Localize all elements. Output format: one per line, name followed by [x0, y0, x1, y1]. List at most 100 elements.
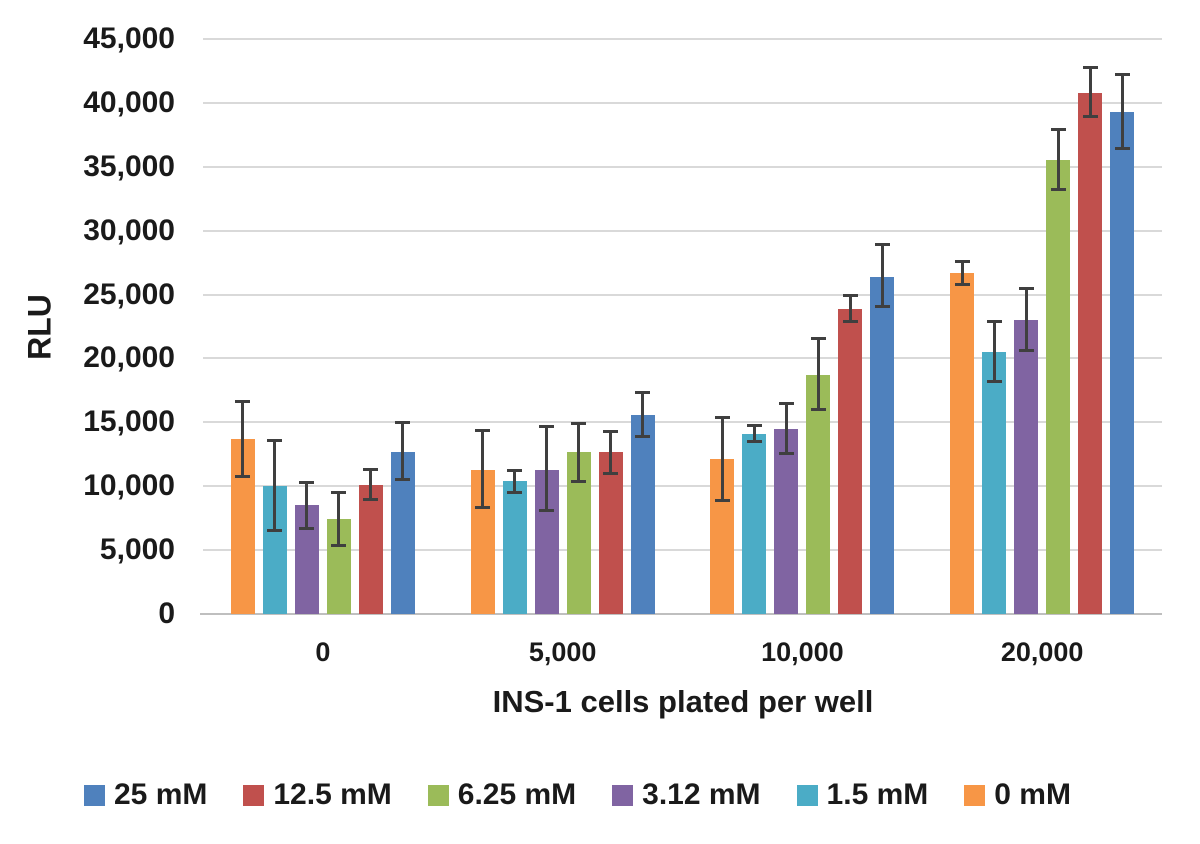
bar-25-mm-cat3: [1110, 111, 1135, 614]
error-bar-cap: [571, 479, 587, 483]
gridline: [203, 421, 1162, 424]
error-bar: [369, 469, 373, 499]
error-bar-cap: [746, 440, 762, 443]
legend-swatch: [964, 784, 986, 806]
error-bar: [848, 295, 852, 322]
error-bar-cap: [507, 469, 523, 473]
legend-label: 3.12 mM: [642, 778, 761, 811]
error-bar-cap: [842, 319, 858, 323]
legend-item-0-mm: 0 mM: [964, 778, 1071, 812]
error-bar-cap: [603, 471, 619, 475]
legend-swatch: [612, 784, 634, 806]
y-tick-label: 10,000: [83, 469, 175, 503]
error-bar-cap: [810, 408, 826, 412]
error-bar-cap: [299, 526, 315, 530]
bar-25-mm-cat1: [630, 414, 655, 614]
error-bar-cap: [1114, 73, 1130, 77]
gridline: [203, 549, 1162, 552]
bar-25-mm-cat2: [870, 276, 895, 614]
error-bar-cap: [235, 400, 251, 404]
bar-12-5-mm-cat0: [358, 484, 383, 614]
y-tick-label: 20,000: [83, 341, 175, 375]
error-bar-cap: [954, 259, 970, 263]
error-bar: [1056, 129, 1060, 190]
error-bar-cap: [299, 480, 315, 484]
error-bar-cap: [874, 304, 890, 308]
y-tick-label: 5,000: [99, 533, 175, 567]
error-bar-cap: [810, 336, 826, 340]
error-bar-cap: [235, 474, 251, 478]
error-bar: [1024, 288, 1028, 351]
bar-1-5-mm-cat1: [502, 481, 527, 614]
legend-item-3-12-mm: 3.12 mM: [612, 778, 761, 812]
bar-6-25-mm-cat2: [806, 375, 831, 614]
error-bar: [337, 492, 341, 545]
error-bar-cap: [778, 451, 794, 455]
y-tick-label: 0: [158, 597, 175, 630]
legend-swatch: [796, 784, 818, 806]
legend-item-25-mm: 25 mM: [84, 778, 207, 812]
error-bar-cap: [267, 438, 283, 442]
error-bar-cap: [1018, 349, 1034, 353]
error-bar-cap: [986, 319, 1002, 323]
error-bar: [481, 430, 485, 508]
error-bar-cap: [635, 391, 651, 395]
error-bar-cap: [395, 420, 411, 424]
error-bar-cap: [714, 498, 730, 502]
error-bar: [960, 261, 964, 285]
bar-6-25-mm-cat3: [1046, 160, 1071, 614]
y-tick-label: 15,000: [83, 405, 175, 439]
error-bar: [1120, 74, 1124, 149]
error-bar: [401, 422, 405, 480]
error-bar-cap: [1082, 65, 1098, 69]
bar-3-12-mm-cat3: [1014, 320, 1039, 614]
error-bar: [545, 426, 549, 511]
error-bar-cap: [363, 497, 379, 501]
y-tick-label: 30,000: [83, 213, 175, 247]
error-bar-cap: [507, 491, 523, 495]
x-axis-line: [200, 613, 1162, 615]
error-bar-cap: [778, 401, 794, 405]
legend: 25 mM 12.5 mM 6.25 mM 3.12 mM 1.5 mM 0 mM: [84, 778, 1071, 812]
legend-item-1-5-mm: 1.5 mM: [796, 778, 928, 812]
error-bar: [992, 321, 996, 382]
legend-label: 25 mM: [114, 778, 208, 811]
plot-area: [200, 38, 1162, 615]
error-bar: [784, 403, 788, 453]
error-bar-cap: [267, 529, 283, 533]
error-bar-cap: [331, 543, 347, 547]
x-axis-title: INS-1 cells plated per well: [492, 684, 874, 719]
error-bar: [513, 470, 517, 493]
x-tick-label: 0: [315, 637, 331, 667]
legend-item-6-25-mm: 6.25 mM: [427, 778, 577, 812]
error-bar: [641, 392, 645, 437]
gridline: [203, 485, 1162, 488]
legend-swatch: [427, 784, 449, 806]
error-bar-cap: [571, 422, 587, 426]
error-bar-cap: [539, 509, 555, 512]
error-bar: [752, 425, 756, 442]
error-bar-cap: [539, 424, 555, 428]
x-tick-label: 10,000: [761, 637, 844, 667]
error-bar: [816, 338, 820, 410]
error-bar-cap: [331, 491, 347, 495]
y-tick-label: 40,000: [83, 85, 175, 119]
legend-label: 6.25 mM: [457, 778, 577, 811]
gridline: [203, 293, 1162, 296]
error-bar: [305, 482, 309, 529]
error-bar: [241, 401, 245, 476]
bar-0-mm-cat3: [950, 272, 975, 614]
error-bar-cap: [475, 428, 491, 432]
error-bar: [880, 244, 884, 307]
legend-swatch: [84, 784, 105, 806]
error-bar-cap: [475, 506, 491, 510]
bar-3-12-mm-cat2: [774, 428, 799, 614]
error-bar-cap: [842, 294, 858, 298]
gridline: [203, 101, 1162, 104]
error-bar-cap: [635, 434, 651, 438]
bar-12-5-mm-cat1: [598, 451, 623, 614]
bar-12-5-mm-cat3: [1078, 92, 1103, 614]
error-bar: [720, 417, 724, 501]
error-bar: [609, 431, 613, 474]
legend-label: 0 mM: [994, 778, 1071, 811]
